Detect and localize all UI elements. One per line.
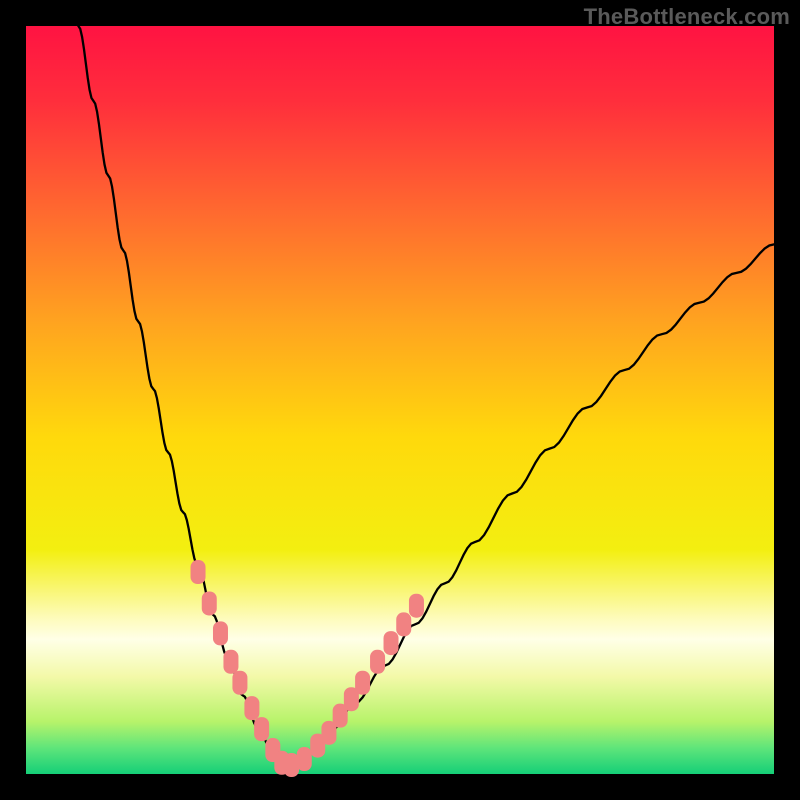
data-marker [223,650,238,674]
data-marker [370,650,385,674]
data-marker [396,612,411,636]
data-marker [191,560,206,584]
data-marker [202,591,217,615]
data-marker [232,671,247,695]
watermark-text: TheBottleneck.com [584,4,790,30]
data-marker [213,621,228,645]
data-marker [254,717,269,741]
data-marker [244,696,259,720]
data-marker [297,747,312,771]
data-marker [384,631,399,655]
plot-background [26,26,774,774]
data-marker [409,594,424,618]
data-marker [355,671,370,695]
bottleneck-chart [0,0,800,800]
